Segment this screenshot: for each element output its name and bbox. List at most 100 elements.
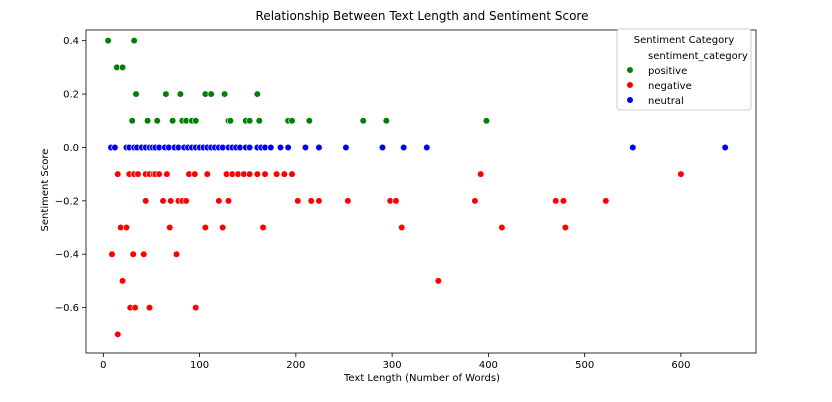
y-axis-label: Sentiment Score xyxy=(40,149,51,232)
point-neutral xyxy=(721,143,729,152)
point-negative xyxy=(159,197,167,205)
y-tick-label: −0.6 xyxy=(55,303,79,314)
point-neutral xyxy=(342,143,350,152)
point-negative xyxy=(477,170,485,178)
point-negative xyxy=(192,304,200,312)
x-tick-label: 0 xyxy=(100,360,106,371)
y-tick-label: −0.2 xyxy=(55,196,79,207)
point-negative xyxy=(219,223,227,232)
x-axis-label: Text Length (Number of Words) xyxy=(343,373,500,384)
legend-label-neutral: neutral xyxy=(648,96,684,107)
point-neutral xyxy=(423,143,431,152)
point-negative xyxy=(134,170,142,178)
point-negative xyxy=(288,170,296,178)
point-negative xyxy=(294,197,302,205)
point-positive xyxy=(118,63,127,71)
point-neutral xyxy=(267,143,275,152)
point-positive xyxy=(359,117,367,125)
point-negative xyxy=(215,197,223,205)
point-neutral xyxy=(629,143,637,152)
point-negative xyxy=(552,197,560,205)
point-negative xyxy=(122,223,131,232)
y-tick-label: 0.0 xyxy=(63,143,79,154)
point-negative xyxy=(129,250,137,258)
point-neutral xyxy=(400,143,408,152)
point-negative xyxy=(182,197,190,205)
point-negative xyxy=(224,197,233,205)
point-positive xyxy=(162,90,170,98)
legend-box xyxy=(616,28,752,111)
point-neutral xyxy=(284,143,292,152)
y-tick-label: 0.2 xyxy=(63,90,79,101)
point-negative xyxy=(163,170,171,178)
point-negative xyxy=(602,197,610,205)
point-negative xyxy=(307,197,315,205)
x-axis: 0 100 200 300 400 500 600 xyxy=(100,353,690,371)
point-positive xyxy=(104,37,112,45)
x-tick-label: 100 xyxy=(190,360,209,371)
point-negative xyxy=(280,170,288,178)
point-negative xyxy=(155,170,163,178)
point-positive xyxy=(144,117,152,125)
point-neutral xyxy=(315,143,323,152)
point-negative xyxy=(203,170,211,178)
point-neutral xyxy=(276,143,285,152)
point-positive xyxy=(169,117,177,125)
point-negative xyxy=(315,197,323,205)
legend-marker-negative xyxy=(626,81,634,89)
point-negative xyxy=(166,223,174,232)
legend-title: Sentiment Category xyxy=(634,35,735,46)
point-positive xyxy=(305,117,313,125)
point-positive xyxy=(153,117,161,125)
legend-entries: positive negative neutral xyxy=(626,66,692,107)
point-negative xyxy=(398,223,406,232)
x-tick-label: 300 xyxy=(383,360,402,371)
point-positive xyxy=(176,90,184,98)
legend-marker-neutral xyxy=(626,96,634,104)
point-negative xyxy=(259,223,267,232)
x-tick-label: 500 xyxy=(575,360,594,371)
chart-title: Relationship Between Text Length and Sen… xyxy=(256,9,589,23)
point-positive xyxy=(132,90,140,98)
x-tick-label: 200 xyxy=(286,360,305,371)
plot-frame xyxy=(85,29,757,354)
point-negative xyxy=(167,197,175,205)
point-negative xyxy=(118,277,127,285)
point-positive xyxy=(226,117,234,125)
point-negative xyxy=(131,304,139,312)
point-negative xyxy=(114,170,122,178)
point-neutral xyxy=(111,143,119,152)
point-negative xyxy=(142,197,150,205)
point-positive xyxy=(288,117,296,125)
point-neutral xyxy=(246,143,254,152)
point-positive xyxy=(207,90,215,98)
y-tick-label: −0.4 xyxy=(55,250,79,261)
point-negative xyxy=(344,197,352,205)
legend-label-positive: positive xyxy=(648,66,687,77)
point-negative xyxy=(392,197,400,205)
point-negative xyxy=(434,277,442,285)
point-positive xyxy=(128,117,136,125)
point-negative xyxy=(145,304,154,312)
point-positive xyxy=(482,117,491,125)
point-positive xyxy=(255,117,263,125)
legend-marker-positive xyxy=(626,66,634,74)
point-negative xyxy=(172,250,181,258)
point-negative xyxy=(471,197,479,205)
point-negative xyxy=(108,250,116,258)
point-positive xyxy=(253,90,261,98)
point-negative xyxy=(253,170,261,178)
point-negative xyxy=(677,170,685,178)
point-negative xyxy=(191,170,199,178)
legend: Sentiment Category sentiment_category po… xyxy=(616,28,752,111)
point-negative xyxy=(273,170,281,178)
point-positive xyxy=(130,37,138,45)
point-positive xyxy=(192,117,200,125)
point-positive xyxy=(221,90,229,98)
point-negative xyxy=(201,223,209,232)
y-axis: −0.6 −0.4 −0.2 0.0 0.2 0.4 xyxy=(55,36,86,314)
point-negative xyxy=(498,223,506,232)
point-negative xyxy=(261,170,269,178)
point-negative xyxy=(561,223,569,232)
